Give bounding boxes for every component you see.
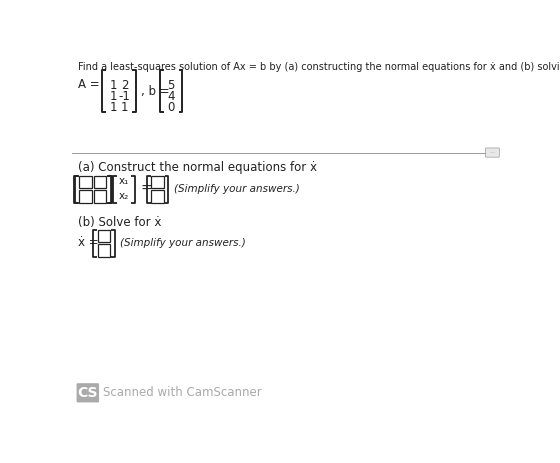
Bar — [98, 230, 110, 242]
Text: =: = — [141, 182, 152, 196]
Bar — [151, 175, 164, 188]
Text: ẋ =: ẋ = — [78, 236, 99, 249]
FancyBboxPatch shape — [486, 148, 500, 157]
Bar — [98, 244, 110, 257]
Text: (Simplify your answers.): (Simplify your answers.) — [120, 238, 246, 248]
Bar — [151, 190, 164, 203]
Bar — [94, 175, 106, 188]
Text: Scanned with CamScanner: Scanned with CamScanner — [104, 386, 262, 399]
Bar — [80, 190, 92, 203]
Text: x₁: x₁ — [119, 176, 129, 186]
Text: x₂: x₂ — [119, 191, 129, 200]
Text: 2: 2 — [121, 80, 128, 93]
Text: (a) Construct the normal equations for ẋ: (a) Construct the normal equations for ẋ — [78, 161, 317, 174]
Text: 1: 1 — [109, 90, 117, 103]
Text: 1: 1 — [109, 101, 117, 114]
Text: CS: CS — [78, 386, 98, 400]
Text: 4: 4 — [167, 90, 175, 103]
Text: Find a least-squares solution of Ax = b by (a) constructing the normal equations: Find a least-squares solution of Ax = b … — [78, 62, 560, 72]
Text: 1: 1 — [121, 101, 128, 114]
Text: (b) Solve for ẋ: (b) Solve for ẋ — [78, 216, 161, 229]
Bar — [94, 190, 106, 203]
Bar — [80, 175, 92, 188]
Text: 1: 1 — [109, 80, 117, 93]
Text: -1: -1 — [119, 90, 130, 103]
Text: ···: ··· — [489, 150, 496, 155]
Text: A =: A = — [78, 78, 99, 91]
FancyBboxPatch shape — [77, 383, 99, 402]
Text: (Simplify your answers.): (Simplify your answers.) — [174, 184, 300, 194]
Text: 5: 5 — [167, 80, 175, 93]
Text: , b =: , b = — [141, 85, 169, 98]
Text: 0: 0 — [167, 101, 175, 114]
